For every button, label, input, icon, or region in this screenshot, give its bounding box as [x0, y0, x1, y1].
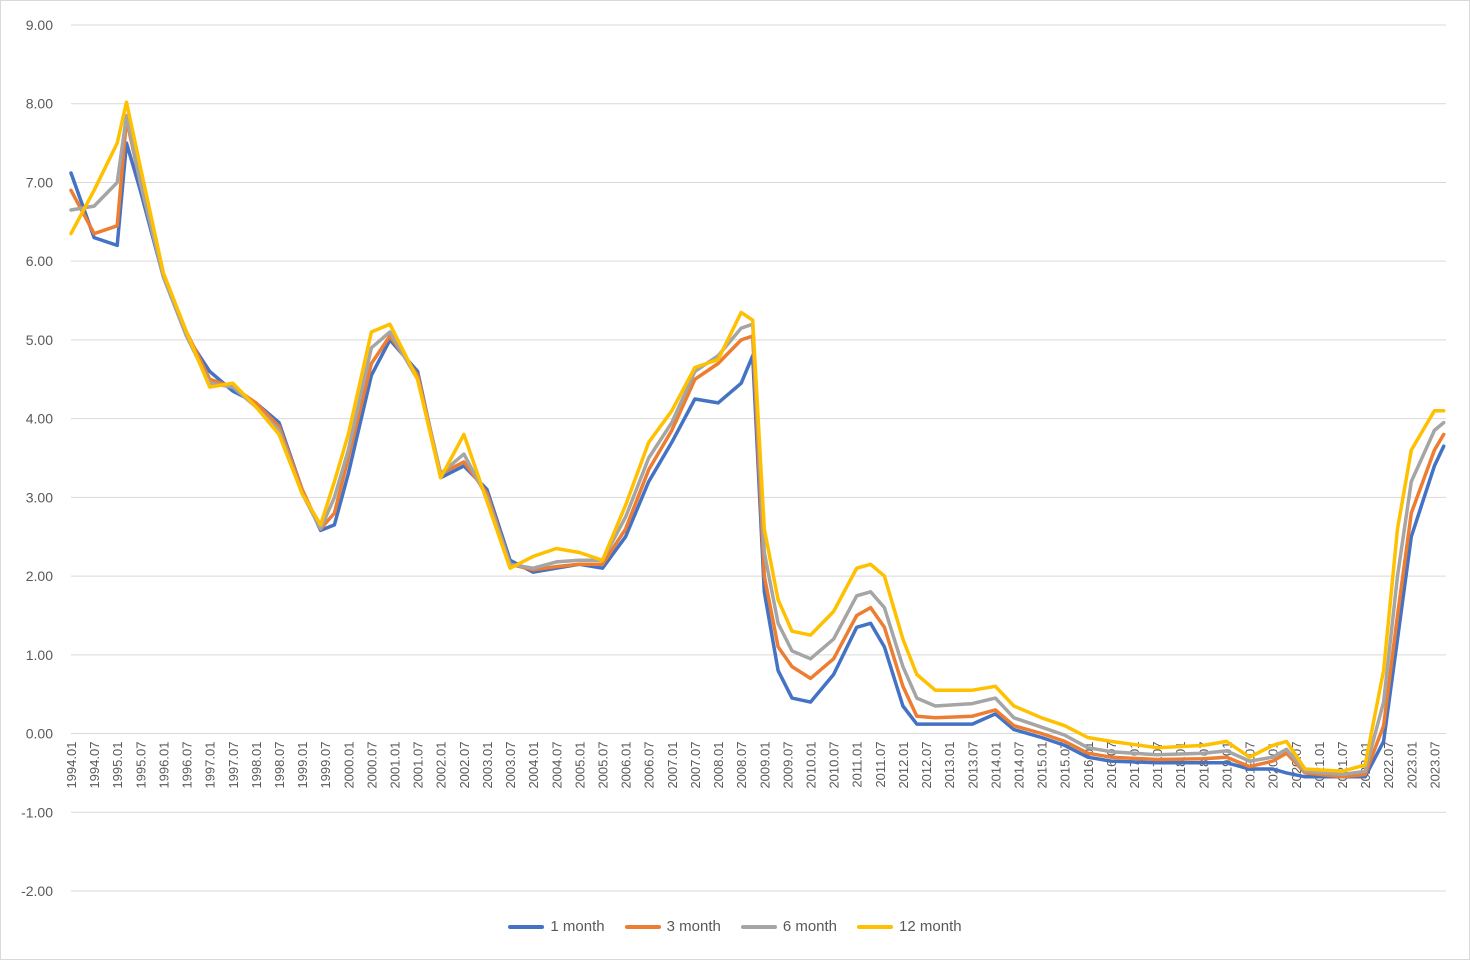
- x-tick-label: 2008.07: [734, 742, 749, 789]
- x-tick-label: 2007.07: [688, 742, 703, 789]
- x-tick-label: 2009.01: [757, 742, 772, 789]
- x-tick-label: 2006.07: [642, 742, 657, 789]
- x-tick-label: 1997.07: [226, 742, 241, 789]
- legend-swatch: [508, 924, 545, 929]
- legend-swatch: [624, 924, 661, 929]
- series-lines: [69, 100, 1446, 779]
- x-tick-label: 1997.01: [203, 742, 218, 789]
- x-tick-label: 1994.01: [64, 742, 79, 789]
- x-tick-label: 2010.07: [827, 742, 842, 789]
- y-tick-label: -2.00: [21, 883, 53, 899]
- x-tick-label: 2006.01: [619, 742, 634, 789]
- y-axis-ticks: 9.00 8.00 7.00 6.00 5.00 4.00 3.00 2.00 1.00 0.00…: [21, 17, 53, 899]
- x-tick-label: 1998.01: [249, 742, 264, 789]
- x-tick-label: 2016.07: [1104, 742, 1119, 789]
- legend-item: 12 month: [857, 918, 962, 935]
- x-tick-label: 2013.07: [965, 742, 980, 789]
- x-tick-label: 1996.01: [156, 742, 171, 789]
- y-tick-label: 1.00: [26, 647, 53, 663]
- x-tick-label: 2004.01: [526, 742, 541, 789]
- x-tick-label: 2017.01: [1127, 742, 1142, 789]
- series-line-6-month: [69, 113, 1446, 777]
- x-tick-label: 2005.07: [596, 742, 611, 789]
- x-tick-label: 2022.07: [1381, 742, 1396, 789]
- y-tick-label: 9.00: [26, 17, 53, 33]
- legend-item: 6 month: [740, 918, 838, 935]
- x-tick-label: 2014.07: [1011, 742, 1026, 789]
- x-tick-label: 2015.01: [1035, 742, 1050, 789]
- y-tick-label: -1.00: [21, 804, 53, 820]
- y-tick-label: 5.00: [26, 332, 53, 348]
- x-tick-label: 2015.07: [1058, 742, 1073, 789]
- x-tick-label: 2021.07: [1335, 742, 1350, 789]
- x-tick-label: 2001.01: [388, 742, 403, 789]
- legend-item: 1 month: [508, 918, 605, 935]
- series-line-12-month: [69, 100, 1446, 774]
- x-tick-label: 2023.01: [1404, 742, 1419, 789]
- legend: 1 month 3 month 6 month 12 month: [0, 918, 1470, 935]
- x-tick-label: 2014.01: [988, 742, 1003, 789]
- x-tick-label: 2002.01: [434, 742, 449, 789]
- x-tick-label: 2004.07: [549, 742, 564, 789]
- legend-swatch: [740, 924, 777, 929]
- x-tick-label: 2009.07: [780, 742, 795, 789]
- y-tick-label: 3.00: [26, 489, 53, 505]
- x-tick-label: 2008.01: [711, 742, 726, 789]
- x-tick-label: 1995.01: [110, 742, 125, 789]
- x-tick-label: 1995.07: [133, 742, 148, 789]
- x-tick-label: 2003.07: [503, 742, 518, 789]
- x-tick-label: 1999.07: [318, 742, 333, 789]
- x-tick-label: 2002.07: [457, 742, 472, 789]
- x-tick-label: 2000.01: [341, 742, 356, 789]
- y-tick-label: 7.00: [26, 174, 53, 190]
- x-tick-label: 2012.07: [919, 742, 934, 789]
- x-tick-label: 2011.07: [873, 742, 888, 788]
- x-tick-label: 1999.01: [295, 742, 310, 789]
- x-tick-label: 2013.01: [942, 742, 957, 789]
- legend-label: 6 month: [782, 918, 838, 935]
- x-tick-label: 2001.07: [411, 742, 426, 789]
- x-tick-label: 2018.07: [1196, 742, 1211, 789]
- x-tick-label: 2018.01: [1173, 742, 1188, 789]
- legend-label: 3 month: [666, 918, 721, 935]
- y-tick-label: 8.00: [26, 96, 53, 112]
- x-tick-label: 1994.07: [87, 742, 102, 789]
- x-tick-label: 2005.01: [572, 742, 587, 789]
- x-tick-label: 2010.01: [803, 742, 818, 789]
- x-tick-label: 2023.07: [1427, 742, 1442, 789]
- x-tick-label: 2012.01: [896, 742, 911, 789]
- x-tick-label: 2021.01: [1312, 742, 1327, 789]
- legend-label: 12 month: [899, 918, 962, 935]
- x-tick-label: 2000.07: [364, 742, 379, 789]
- y-tick-label: 6.00: [26, 253, 53, 269]
- legend-label: 1 month: [550, 918, 605, 935]
- y-tick-label: 2.00: [26, 568, 53, 584]
- legend-swatch: [857, 924, 894, 929]
- x-tick-label: 2003.01: [480, 742, 495, 789]
- x-tick-label: 2007.01: [665, 742, 680, 789]
- x-tick-label: 1998.07: [272, 742, 287, 789]
- x-tick-label: 2011.01: [850, 742, 865, 788]
- x-tick-label: 1996.07: [180, 742, 195, 789]
- y-tick-label: 4.00: [26, 411, 53, 427]
- legend-item: 3 month: [624, 918, 721, 935]
- y-tick-label: 0.00: [26, 726, 53, 742]
